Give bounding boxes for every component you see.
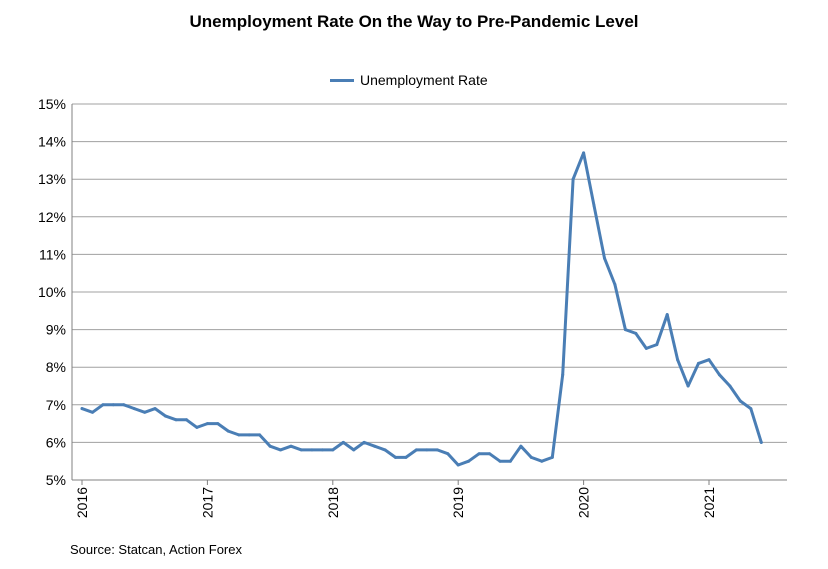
data-point	[603, 256, 606, 260]
data-point	[738, 399, 742, 403]
legend-label: Unemployment Rate	[360, 72, 488, 88]
data-point	[91, 410, 94, 414]
x-tick-label: 2021	[701, 487, 717, 518]
data-point	[394, 455, 397, 459]
data-point	[717, 373, 721, 377]
data-point	[279, 448, 282, 452]
x-axis-ticks: 2016 2017 2018 2019 2020 2021	[74, 480, 717, 518]
data-point	[289, 444, 293, 448]
data-point	[153, 407, 157, 411]
data-point	[174, 418, 178, 422]
data-point	[185, 418, 188, 422]
data-point	[456, 463, 460, 467]
data-point	[759, 440, 763, 444]
data-point	[226, 429, 230, 433]
y-tick-label: 5%	[46, 472, 66, 488]
data-point	[258, 433, 262, 437]
data-point	[268, 444, 272, 448]
y-tick-label: 6%	[46, 434, 66, 450]
data-point	[352, 448, 356, 452]
data-point	[508, 459, 512, 463]
x-tick-label: 2017	[199, 487, 215, 518]
data-point	[425, 448, 429, 452]
chart-title: Unemployment Rate On the Way to Pre-Pand…	[189, 12, 639, 31]
data-point	[310, 448, 314, 452]
data-point	[362, 440, 366, 444]
data-point	[111, 403, 115, 407]
data-point	[331, 448, 335, 452]
data-point	[435, 448, 439, 452]
y-axis-ticks: 5% 6% 7% 8% 9% 10% 11% 12% 13% 14% 15%	[38, 96, 66, 488]
y-tick-label: 13%	[38, 171, 66, 187]
y-tick-label: 15%	[38, 96, 66, 112]
data-point	[529, 455, 533, 459]
data-point	[592, 204, 596, 207]
data-point	[634, 331, 638, 335]
data-point	[540, 459, 544, 463]
data-point	[686, 384, 690, 388]
y-tick-label: 10%	[38, 284, 66, 300]
series	[80, 151, 763, 467]
data-point	[216, 422, 220, 426]
data-point	[205, 422, 209, 426]
data-point	[477, 452, 481, 456]
data-point	[101, 403, 105, 407]
data-point	[550, 455, 554, 459]
data-point	[237, 433, 241, 437]
y-tick-label: 8%	[46, 359, 66, 375]
data-point	[571, 177, 575, 181]
y-tick-label: 14%	[38, 134, 66, 150]
data-point	[582, 151, 586, 155]
x-tick-label: 2018	[325, 487, 341, 518]
data-point	[383, 448, 387, 452]
data-point	[404, 455, 408, 459]
data-point	[143, 410, 147, 414]
y-tick-label: 9%	[46, 322, 66, 338]
legend-swatch	[330, 78, 354, 82]
y-tick-label: 11%	[39, 246, 66, 262]
data-point	[498, 459, 502, 463]
data-point	[132, 407, 136, 411]
data-point	[519, 444, 523, 448]
data-point	[707, 358, 711, 362]
x-tick-label: 2019	[450, 487, 466, 518]
data-point	[80, 407, 84, 411]
x-tick-label: 2016	[74, 487, 90, 518]
data-point	[122, 403, 126, 407]
data-point	[697, 361, 700, 365]
data-point	[655, 343, 659, 347]
data-point	[676, 358, 680, 362]
data-point	[488, 452, 491, 456]
data-point	[320, 448, 324, 452]
data-point	[561, 373, 565, 377]
data-point	[414, 448, 418, 452]
grid-lines	[72, 103, 787, 443]
data-point	[613, 283, 617, 286]
data-point	[247, 433, 251, 437]
y-tick-label: 12%	[38, 209, 66, 225]
data-point	[644, 346, 648, 350]
data-point	[749, 407, 753, 411]
data-point	[195, 425, 199, 429]
axes	[71, 104, 787, 481]
data-point	[665, 313, 669, 317]
y-tick-label: 7%	[46, 397, 66, 413]
data-point	[341, 440, 345, 444]
data-point	[623, 328, 627, 332]
series-line-unemployment-rate	[80, 151, 763, 467]
data-point	[728, 384, 732, 388]
x-tick-label: 2020	[576, 487, 592, 518]
legend: Unemployment Rate	[330, 72, 488, 88]
data-point	[164, 414, 168, 418]
data-point	[299, 448, 303, 452]
data-point	[467, 459, 471, 463]
data-point	[373, 444, 377, 448]
source-note: Source: Statcan, Action Forex	[70, 542, 242, 557]
data-point	[446, 452, 450, 456]
